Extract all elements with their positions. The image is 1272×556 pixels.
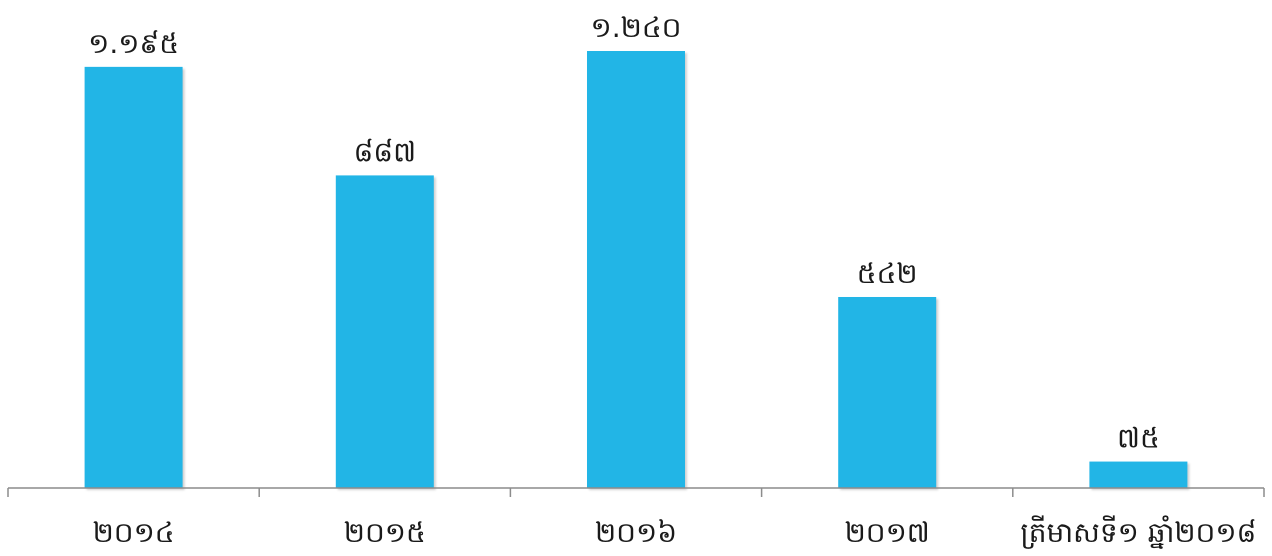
data-label: ១.២៤០ bbox=[591, 11, 682, 44]
x-tick-label: ២០១៤ bbox=[93, 516, 175, 549]
data-label: ៧៥ bbox=[1117, 422, 1160, 455]
x-tick-label: ត្រីមាសទី១ ឆ្នាំ២០១៨ bbox=[1020, 515, 1256, 549]
x-tick-label: ២០១៦ bbox=[595, 516, 677, 549]
bar bbox=[838, 296, 937, 488]
data-label: ១.១៩៥ bbox=[88, 27, 179, 60]
bar bbox=[335, 175, 434, 488]
x-tick-labels: ២០១៤ ២០១៥ ២០១៦ ២០១៧ ត្រីមាសទី១ ឆ្នាំ២០១៨ bbox=[93, 515, 1257, 549]
x-tick-label: ២០១៥ bbox=[344, 516, 426, 549]
bar bbox=[587, 51, 685, 488]
x-tick-label: ២០១៧ bbox=[845, 516, 930, 549]
bar bbox=[1089, 461, 1188, 488]
data-label: ៥៤២ bbox=[857, 257, 918, 290]
x-axis-ticks bbox=[7, 488, 1265, 497]
data-label: ៨៨៧ bbox=[353, 135, 416, 168]
bar bbox=[84, 66, 183, 488]
bars bbox=[84, 51, 1188, 488]
